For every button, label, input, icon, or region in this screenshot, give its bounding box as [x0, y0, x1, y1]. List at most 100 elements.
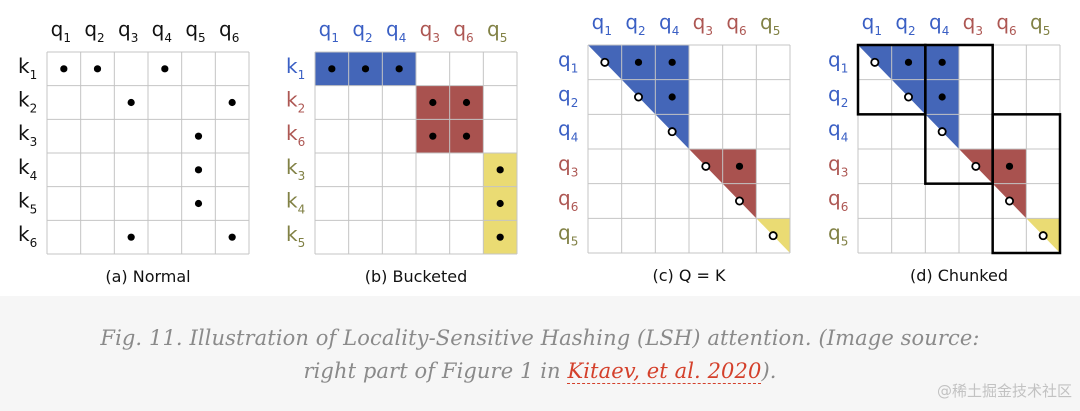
column-label: q5 [487, 17, 507, 45]
column-label: q2 [895, 10, 915, 38]
column-label-subscript: 1 [63, 31, 71, 45]
column-label-base: q [84, 17, 97, 41]
row-label-subscript: 6 [30, 236, 38, 250]
column-label-base: q [352, 17, 365, 41]
row-label-subscript: 2 [30, 102, 38, 116]
row-label: k6 [286, 121, 305, 149]
row-label-base: k [18, 54, 30, 78]
column-label: q6 [996, 10, 1016, 38]
row-label-base: k [286, 189, 298, 213]
column-label-subscript: 2 [365, 31, 373, 45]
row-label-base: q [828, 82, 841, 106]
column-label-subscript: 5 [500, 31, 508, 45]
chunk-box [991, 113, 1062, 255]
self-attention-dot [937, 127, 947, 137]
attention-dot [938, 93, 946, 101]
column-label: q6 [219, 17, 239, 45]
column-label-subscript: 1 [604, 24, 612, 38]
row-label-base: k [286, 222, 298, 246]
attention-dot [634, 58, 643, 66]
column-label: q2 [352, 17, 372, 45]
column-label-base: q [319, 17, 332, 41]
row-label: q6 [558, 186, 578, 214]
attention-dot [395, 65, 403, 73]
row-label-subscript: 3 [30, 135, 38, 149]
column-label: q2 [84, 17, 104, 45]
self-attention-dot [634, 92, 644, 102]
citation-link[interactable]: Kitaev, et al. 2020 [567, 359, 762, 384]
row-label: k4 [18, 155, 37, 183]
row-label: k2 [18, 88, 37, 116]
column-label-subscript: 4 [672, 24, 680, 38]
row-label-subscript: 1 [298, 68, 306, 82]
row-label-subscript: 1 [841, 61, 849, 75]
column-label-subscript: 6 [466, 31, 474, 45]
row-label: k5 [286, 222, 305, 250]
attention-dot [228, 98, 236, 107]
self-attention-dot [1038, 231, 1048, 241]
row-label-base: q [558, 47, 571, 71]
self-attention-dot [971, 161, 981, 171]
row-label-subscript: 4 [841, 131, 849, 145]
row-label: q4 [558, 117, 578, 145]
row-label-subscript: 5 [30, 203, 38, 217]
attention-dot [194, 199, 203, 208]
attention-dot [93, 65, 102, 73]
row-label-subscript: 2 [571, 96, 579, 110]
row-label: q2 [558, 82, 578, 110]
panel-title: (c) Q = K [652, 266, 726, 285]
attention-dot [194, 132, 203, 140]
row-label-subscript: 6 [571, 200, 579, 214]
column-label-subscript: 3 [975, 24, 983, 38]
column-label-subscript: 5 [773, 24, 781, 38]
row-label-subscript: 3 [841, 165, 849, 179]
column-label: q4 [386, 17, 406, 45]
row-label: k5 [18, 189, 37, 217]
self-attention-dot [904, 92, 914, 102]
row-label-base: q [558, 151, 571, 175]
attention-dot [127, 233, 135, 241]
row-label-subscript: 3 [298, 169, 306, 183]
column-label-base: q [152, 17, 165, 41]
column-label: q3 [420, 17, 440, 45]
column-label-subscript: 1 [874, 24, 882, 38]
column-label-base: q [1030, 10, 1043, 34]
row-label: k6 [18, 222, 37, 250]
row-label: q5 [828, 221, 848, 249]
watermark: @稀土掘金技术社区 [936, 382, 1072, 400]
row-label: q5 [558, 221, 578, 249]
row-label-base: q [828, 117, 841, 141]
self-attention-dot [701, 161, 711, 171]
attention-dot [735, 162, 744, 170]
row-label-base: k [286, 155, 298, 179]
row-label-subscript: 5 [571, 235, 579, 249]
attention-dot [1005, 162, 1014, 170]
row-label-base: k [18, 222, 30, 246]
row-label-base: q [828, 186, 841, 210]
column-label-subscript: 5 [1043, 24, 1051, 38]
column-label-base: q [726, 10, 739, 34]
column-label-subscript: 6 [232, 31, 240, 45]
attention-dot [496, 199, 504, 208]
attention-dot [60, 65, 68, 73]
column-label: q5 [1030, 10, 1050, 38]
attention-dot [228, 233, 236, 241]
row-label-base: k [18, 121, 30, 145]
row-label-base: q [558, 82, 571, 106]
self-attention-dot [600, 57, 610, 67]
column-label: q3 [963, 10, 983, 38]
row-label-base: q [558, 117, 571, 141]
panel-title: (a) Normal [105, 267, 190, 286]
attention-dot [668, 58, 676, 66]
row-label: q2 [828, 82, 848, 110]
attention-dot [904, 58, 913, 66]
row-label-base: k [18, 155, 30, 179]
attention-dot [668, 93, 676, 101]
row-label-subscript: 6 [841, 200, 849, 214]
column-label: q1 [862, 10, 882, 38]
row-label: k3 [286, 155, 305, 183]
